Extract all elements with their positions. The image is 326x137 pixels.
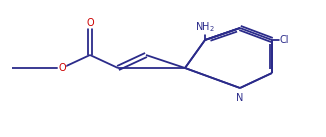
- Text: N: N: [236, 93, 244, 103]
- Text: NH$_2$: NH$_2$: [195, 20, 215, 34]
- Text: O: O: [86, 18, 94, 28]
- Text: O: O: [58, 63, 66, 73]
- Text: Cl: Cl: [280, 35, 289, 45]
